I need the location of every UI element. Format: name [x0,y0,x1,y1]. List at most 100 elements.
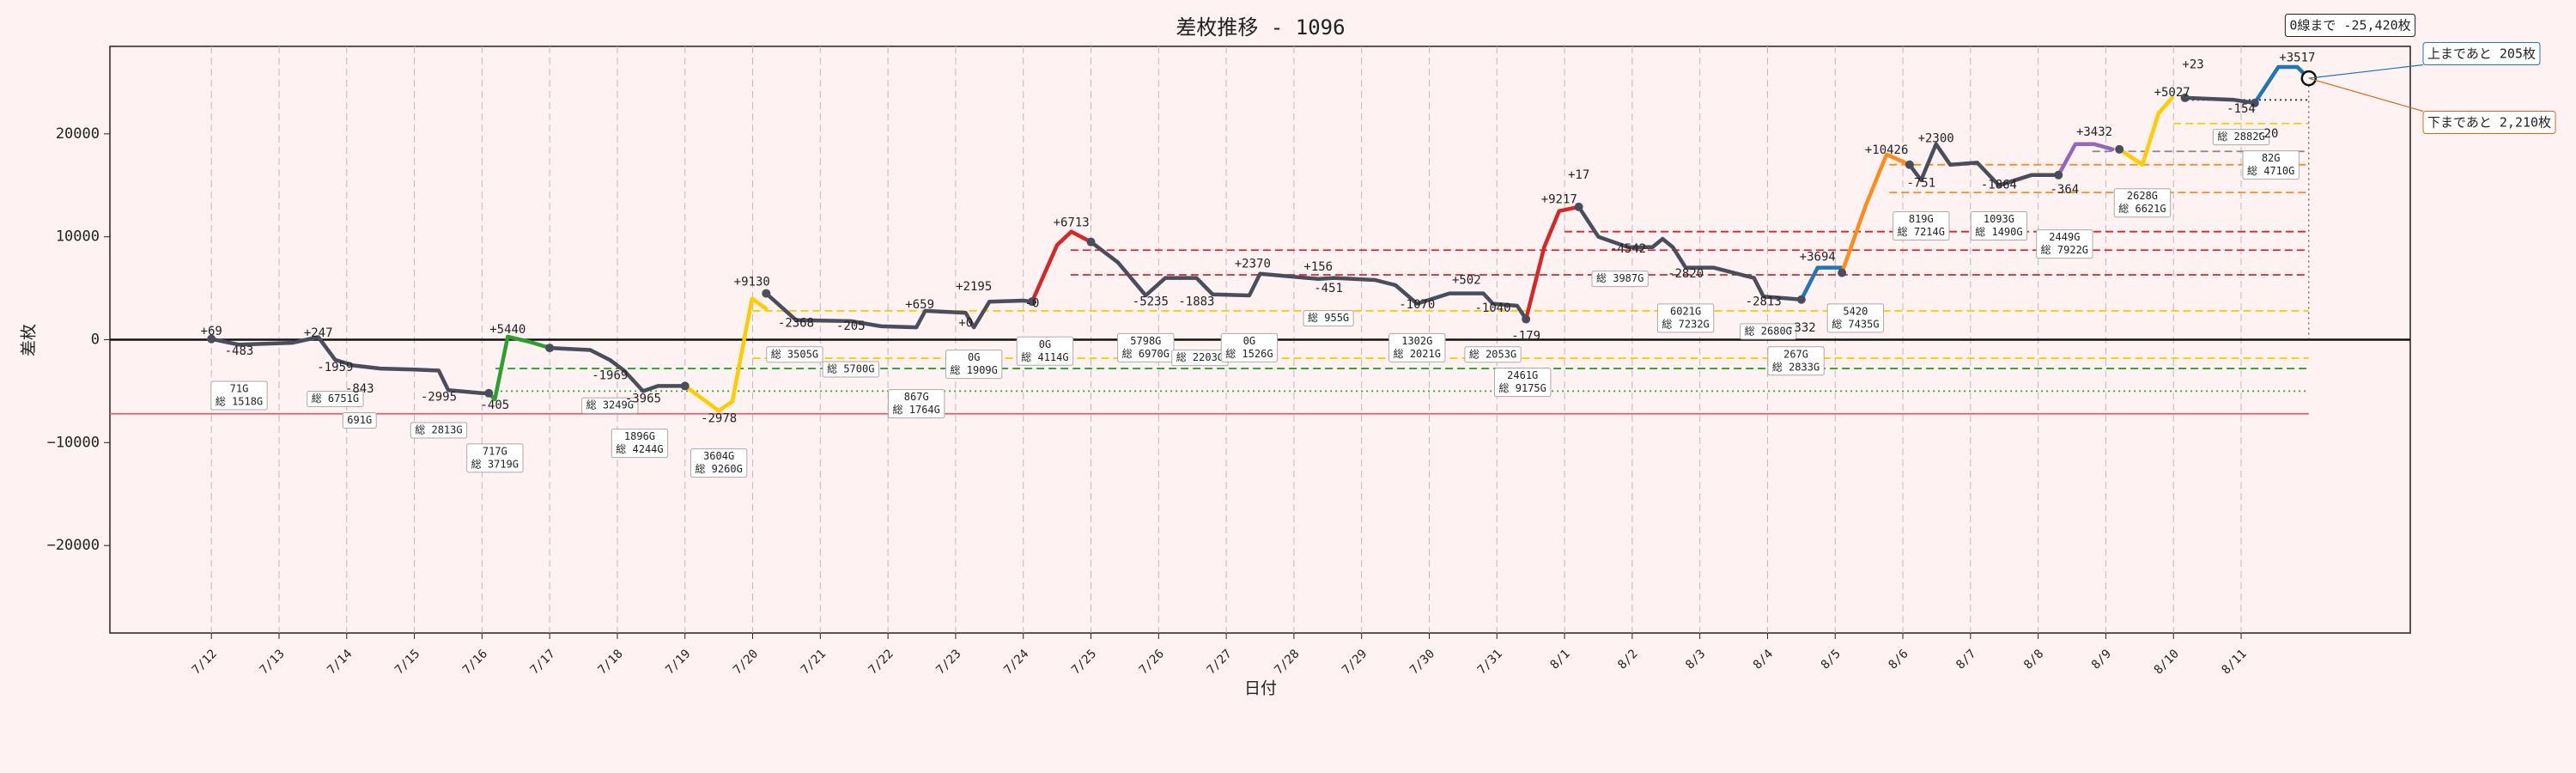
point-label: -843 [345,382,374,396]
game-box-frame [307,391,364,408]
x-tick-label: 7/22 [866,647,896,677]
point-label: -1959 [317,361,353,374]
game-box: 総 2813G [410,422,468,439]
line-segment [764,291,1035,330]
line-segment [1839,152,1912,275]
game-box: 0G総 1909G [945,350,1003,380]
game-box-frame [2113,188,2172,218]
callout-leader [2308,77,2424,113]
game-box-frame [690,448,748,478]
game-box-text: 6021G [1670,305,1701,317]
point-label: -2368 [778,316,814,330]
game-box-text: 5798G [1130,335,1161,347]
game-box-text: 総 1518G [216,396,263,408]
game-box-text: 1302G [1401,335,1432,347]
point-label: +3517 [2279,52,2315,65]
point-label: -483 [225,344,254,358]
point-marker [1086,237,1096,247]
game-box-frame [2242,150,2300,180]
game-box-frame [466,443,524,473]
x-axis-label: 日付 [1244,679,1277,698]
game-box-text: 267G [1783,348,1808,360]
game-box-text: 2461G [1507,369,1538,381]
game-box-frame [2212,129,2270,146]
x-tick-label: 7/31 [1475,647,1505,677]
point-label: -332 [1787,321,1816,335]
x-tick-label: 7/30 [1407,647,1437,677]
x-tick-label: 7/27 [1205,647,1235,677]
x-tick-label: 7/26 [1137,647,1167,677]
y-tick-label: −10000 [47,434,100,451]
game-box-text: 総 6751G [312,393,359,405]
point-marker [1905,160,1914,169]
x-tick-label: 7/14 [325,647,355,677]
game-box-text: 総 2203G [1176,351,1224,363]
x-tick-label: 8/2 [1615,647,1640,672]
line-segment [1577,204,1804,302]
game-box-text: 0G [1039,338,1051,350]
y-tick-label: −20000 [47,537,100,554]
line-segment [547,345,688,393]
game-box-text: 0G [968,351,980,363]
game-box-text: 総 955G [1308,312,1349,324]
x-tick-label: 8/10 [2152,647,2182,677]
game-box-text: 総 4114G [1021,351,1068,363]
game-box: 総 955G [1303,310,1354,327]
point-label: +10426 [1865,143,1909,157]
point-label: -2813 [1746,295,1782,308]
x-tick-label: 7/20 [731,647,761,677]
line-segment [2117,95,2174,167]
point-label: -451 [1314,282,1343,295]
game-box-text: 71G [230,383,249,395]
point-marker [2054,170,2063,180]
point-label: +5440 [489,323,526,337]
game-box: 総 2203G [1171,350,1229,367]
game-box-text: 総 3505G [771,348,818,360]
point-label: +9130 [734,275,770,289]
game-box-text: 総 1909G [951,364,998,376]
line-segment [486,334,552,402]
game-box-text: 1896G [624,430,655,442]
game-box-frame [1303,310,1354,327]
game-box-text: 総 9260G [695,463,742,475]
game-box-text: 総 3249G [586,399,634,411]
game-box-text: 総 5700G [827,363,874,375]
game-box-frame [1016,336,1074,366]
game-box-frame [1893,211,1950,241]
x-tick-label: 7/23 [933,647,963,677]
x-tick-label: 7/15 [392,647,422,677]
game-box-text: 総 3987G [1596,272,1643,284]
game-box-text: 総 6970G [1122,348,1170,360]
game-box-frame [1656,303,1715,333]
game-box-text: 総 2882G [2217,131,2264,143]
point-label: -4542 [1610,242,1646,256]
point-label: -154 [2227,102,2256,116]
point-marker [2180,93,2190,102]
point-label: -179 [1511,330,1540,344]
point-label: +5027 [2154,86,2190,100]
game-box-text: 総 6621G [2118,203,2166,215]
callout-frame [2422,42,2541,65]
point-marker [207,334,216,344]
game-box-frame [1740,323,1797,340]
point-label: -2820 [1668,267,1704,281]
x-tick-label: 7/18 [595,647,625,677]
point-marker [762,289,771,298]
game-box-text: 1093G [1984,213,2014,225]
game-box-text: 総 4244G [616,443,663,455]
point-label: -1070 [1399,298,1435,312]
game-box-text: 867G [904,391,929,403]
x-tick-label: 8/1 [1548,647,1573,672]
zero-line-callout: 0線まで -25,420枚 [2289,18,2410,33]
point-label: +23 [2182,58,2203,71]
game-box-text: 3604G [703,450,734,462]
line-segment [1799,265,1844,302]
game-box-text: 5420 [1843,305,1868,317]
game-box-frame [822,361,879,378]
game-box: 0G総 4114G [1016,336,1074,366]
